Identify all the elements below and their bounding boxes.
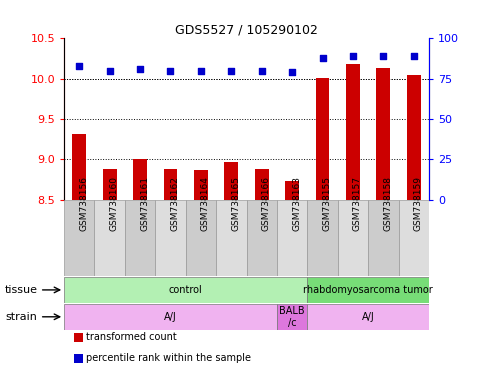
Point: [136, 66, 144, 72]
Bar: [164, 169, 177, 200]
Text: BALB
/c: BALB /c: [280, 306, 305, 328]
Text: A/J: A/J: [362, 312, 375, 322]
Text: strain: strain: [5, 312, 37, 322]
Bar: [103, 169, 116, 200]
Bar: [316, 78, 329, 200]
Point: [349, 53, 357, 59]
Bar: [307, 200, 338, 276]
Bar: [155, 200, 186, 276]
Bar: [307, 304, 429, 330]
Bar: [277, 200, 307, 276]
Bar: [133, 159, 147, 200]
Bar: [224, 162, 238, 200]
Point: [258, 68, 266, 74]
Text: GSM738162: GSM738162: [171, 176, 179, 231]
Text: GSM738158: GSM738158: [384, 176, 392, 231]
Bar: [255, 169, 269, 200]
Text: tissue: tissue: [5, 285, 38, 295]
Bar: [64, 277, 307, 303]
Text: GSM738159: GSM738159: [414, 176, 423, 231]
Bar: [194, 170, 208, 200]
Point: [197, 68, 205, 74]
Text: GSM738161: GSM738161: [140, 176, 149, 231]
Text: GSM738166: GSM738166: [262, 176, 271, 231]
Point: [75, 63, 83, 69]
Text: GSM738165: GSM738165: [231, 176, 240, 231]
Text: percentile rank within the sample: percentile rank within the sample: [86, 353, 251, 363]
Bar: [72, 134, 86, 200]
Bar: [407, 74, 421, 200]
Bar: [285, 181, 299, 200]
Bar: [216, 200, 246, 276]
Bar: [346, 64, 360, 200]
Point: [318, 55, 326, 61]
Bar: [338, 200, 368, 276]
Bar: [246, 200, 277, 276]
Text: GDS5527 / 105290102: GDS5527 / 105290102: [175, 23, 318, 36]
Text: GSM738160: GSM738160: [109, 176, 119, 231]
Bar: [125, 200, 155, 276]
Point: [380, 53, 387, 59]
Text: GSM738157: GSM738157: [353, 176, 362, 231]
Bar: [277, 304, 307, 330]
Text: rhabdomyosarcoma tumor: rhabdomyosarcoma tumor: [303, 285, 433, 295]
Point: [106, 68, 113, 74]
Point: [410, 53, 418, 59]
Text: control: control: [169, 285, 203, 295]
Text: GSM738164: GSM738164: [201, 176, 210, 231]
Bar: [186, 200, 216, 276]
Text: transformed count: transformed count: [86, 332, 177, 342]
Bar: [64, 200, 95, 276]
Text: GSM738163: GSM738163: [292, 176, 301, 231]
Bar: [95, 200, 125, 276]
Text: A/J: A/J: [164, 312, 177, 322]
Bar: [64, 304, 277, 330]
Text: GSM738156: GSM738156: [79, 176, 88, 231]
Point: [167, 68, 175, 74]
Point: [227, 68, 235, 74]
Bar: [368, 200, 398, 276]
Bar: [307, 277, 429, 303]
Bar: [398, 200, 429, 276]
Text: GSM738155: GSM738155: [322, 176, 331, 231]
Bar: [377, 68, 390, 200]
Point: [288, 69, 296, 75]
